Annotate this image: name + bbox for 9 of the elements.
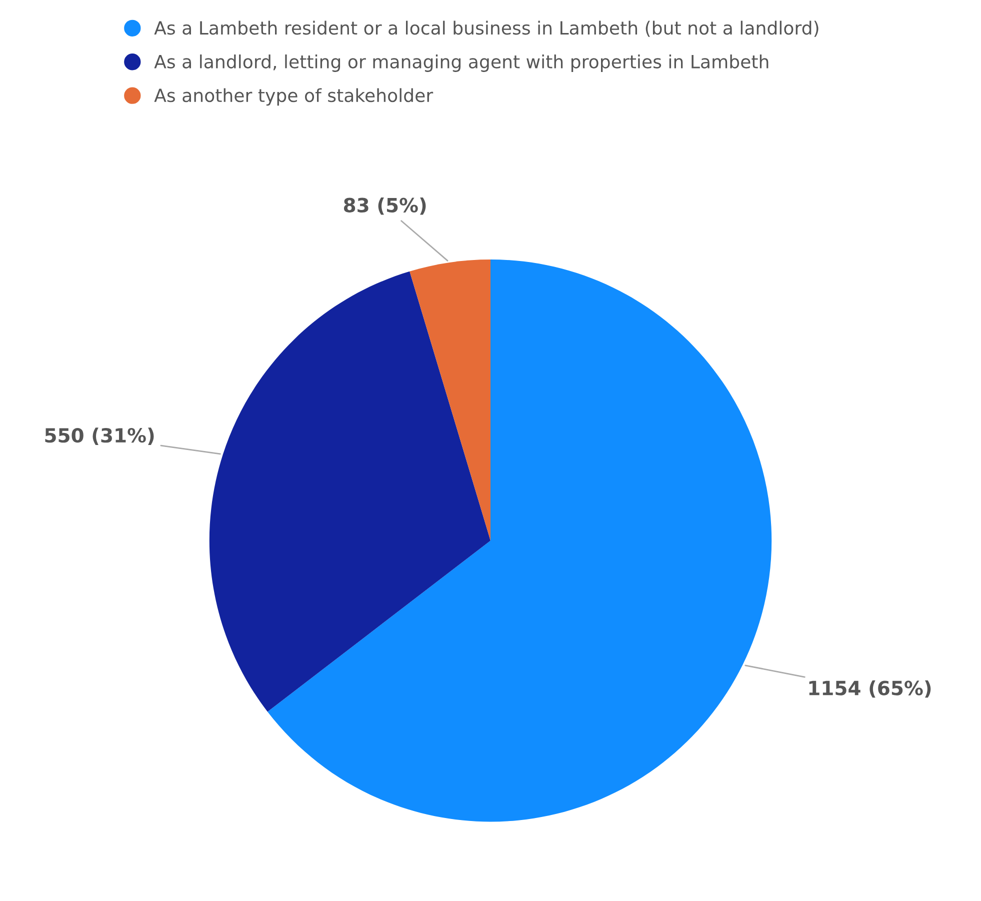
data-label: 1154 (65%) [809,680,931,698]
legend-label: As another type of stakeholder [154,88,434,106]
pie-slice [410,259,490,541]
data-label: 550 (31%) [45,428,154,445]
legend-label: As a landlord, letting or managing agent with properties in Lambeth [154,54,768,72]
pie-slice [209,271,490,712]
data-label: 83 (5%) [344,197,426,215]
legend-label: As a Lambeth resident or a local business in Lambeth (but not a landlord) [154,20,818,37]
pie-slice [268,259,772,822]
